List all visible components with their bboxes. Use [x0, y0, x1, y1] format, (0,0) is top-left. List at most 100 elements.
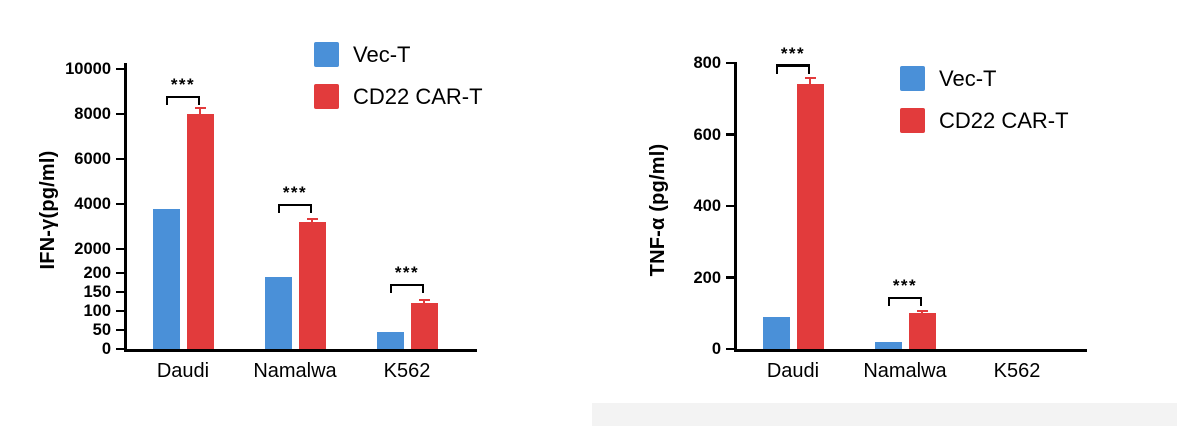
significance-bracket-end	[807, 64, 810, 74]
legend: Vec-T CD22 CAR-T	[900, 66, 1069, 150]
legend-swatch-vec-t	[900, 66, 925, 91]
y-tick-label: 10000	[65, 60, 111, 78]
y-tick-mark	[116, 290, 127, 294]
significance-bracket	[776, 64, 810, 67]
error-bar-cap	[804, 89, 816, 92]
error-bar-cap	[916, 310, 928, 313]
error-bar	[199, 107, 201, 121]
significance-bracket	[166, 96, 200, 99]
y-tick-label: 200	[693, 268, 721, 287]
chart-ifn-gamma: IFN-γ(pg/ml) 0 50 100 150 200 2000 4000 6000 800…	[22, 14, 562, 414]
legend-label-vec-t: Vec-T	[939, 66, 997, 91]
y-tick-mark	[726, 133, 737, 136]
bar	[152, 208, 180, 349]
legend-item-cd22-car-t: CD22 CAR-T	[314, 84, 483, 109]
plot-area-tnf-alpha: 0 200 400 600 800 Daudi Namalwa K562 *** ***	[693, 44, 1087, 382]
category-label: K562	[383, 360, 431, 382]
y-tick-label: 200	[83, 264, 111, 282]
legend-item-cd22-car-t: CD22 CAR-T	[900, 108, 1069, 133]
significance-bracket-end	[919, 296, 922, 306]
bar	[410, 303, 438, 349]
significance-stars: ***	[170, 75, 196, 95]
plot-area-ifn-gamma: 0 50 100 150 200 2000 4000 6000 8000 10000 Daudi Na…	[65, 60, 477, 382]
significance-bracket-end	[197, 96, 200, 106]
category-label: Daudi	[156, 360, 210, 382]
y-tick-mark	[726, 347, 737, 351]
y-tick-mark	[116, 67, 127, 71]
y-tick-mark	[116, 309, 127, 313]
legend-swatch-cd22-car-t	[314, 84, 339, 109]
y-tick-label: 6000	[74, 150, 111, 168]
significance-bracket	[888, 296, 922, 299]
y-tick-label: 600	[693, 125, 721, 144]
significance-bracket-end	[390, 284, 393, 294]
chart-tnf-alpha: TNF-α (pg/ml) 0 200 400 600 800 Daudi Namalwa K…	[632, 14, 1172, 414]
y-tick-mark	[116, 328, 127, 332]
y-tick-mark	[726, 276, 737, 279]
significance-stars: ***	[394, 263, 420, 283]
bar	[376, 331, 404, 349]
legend-label-cd22-car-t: CD22 CAR-T	[939, 108, 1069, 133]
significance-bracket-end	[309, 204, 312, 214]
category-label: Daudi	[766, 360, 820, 382]
significance-stars: ***	[780, 43, 806, 63]
bar	[762, 316, 790, 349]
y-tick-mark	[116, 157, 127, 161]
y-tick-label: 0	[101, 340, 111, 358]
significance-stars: ***	[892, 275, 918, 295]
bar	[186, 114, 214, 349]
y-tick-label: 50	[92, 321, 111, 339]
y-tick-label: 400	[693, 197, 721, 215]
error-bar-cap	[306, 217, 318, 220]
significance-bracket-end	[776, 64, 779, 74]
y-tick-mark	[116, 271, 127, 275]
legend-swatch-cd22-car-t	[900, 108, 925, 133]
legend-label-cd22-car-t: CD22 CAR-T	[353, 84, 483, 109]
error-bar	[311, 217, 313, 227]
y-tick-label: 4000	[74, 195, 111, 213]
y-tick-label: 0	[711, 340, 721, 358]
background-strip	[592, 403, 1177, 426]
legend: Vec-T CD22 CAR-T	[314, 42, 483, 126]
y-tick-label: 8000	[74, 105, 111, 123]
error-bar	[423, 298, 425, 308]
category-label: Namalwa	[863, 360, 947, 382]
bar	[796, 84, 824, 349]
significance-bracket-end	[278, 204, 281, 214]
y-tick-mark	[116, 347, 127, 351]
error-bar	[921, 310, 923, 317]
bar	[264, 276, 292, 349]
significance-stars: ***	[282, 183, 308, 203]
legend-label-vec-t: Vec-T	[353, 42, 411, 67]
y-tick-mark	[116, 202, 127, 206]
y-tick-label: 2000	[74, 240, 111, 258]
error-bar-cap	[418, 298, 430, 301]
y-tick-mark	[116, 112, 127, 116]
significance-bracket-end	[421, 284, 424, 294]
category-label: K562	[993, 360, 1041, 382]
significance-bracket	[390, 284, 424, 287]
error-bar-cap	[418, 305, 430, 308]
legend-item-vec-t: Vec-T	[900, 66, 1069, 91]
y-tick-label: 800	[693, 54, 721, 72]
bar	[874, 341, 902, 349]
error-bar	[809, 77, 811, 92]
significance-bracket-end	[166, 96, 169, 106]
legend-item-vec-t: Vec-T	[314, 42, 483, 67]
y-tick-mark	[726, 204, 737, 208]
y-tick-mark	[726, 61, 737, 65]
y-tick-label: 100	[83, 302, 111, 320]
error-bar-cap	[194, 118, 206, 121]
y-tick-label: 150	[83, 283, 111, 301]
significance-bracket	[278, 204, 312, 207]
significance-bracket-end	[888, 296, 891, 306]
category-label: Namalwa	[253, 360, 337, 382]
error-bar-cap	[804, 77, 816, 80]
error-bar-cap	[916, 314, 928, 317]
y-tick-mark	[116, 247, 127, 251]
error-bar-cap	[306, 224, 318, 227]
legend-swatch-vec-t	[314, 42, 339, 67]
bar	[298, 222, 326, 349]
bar	[908, 313, 936, 349]
